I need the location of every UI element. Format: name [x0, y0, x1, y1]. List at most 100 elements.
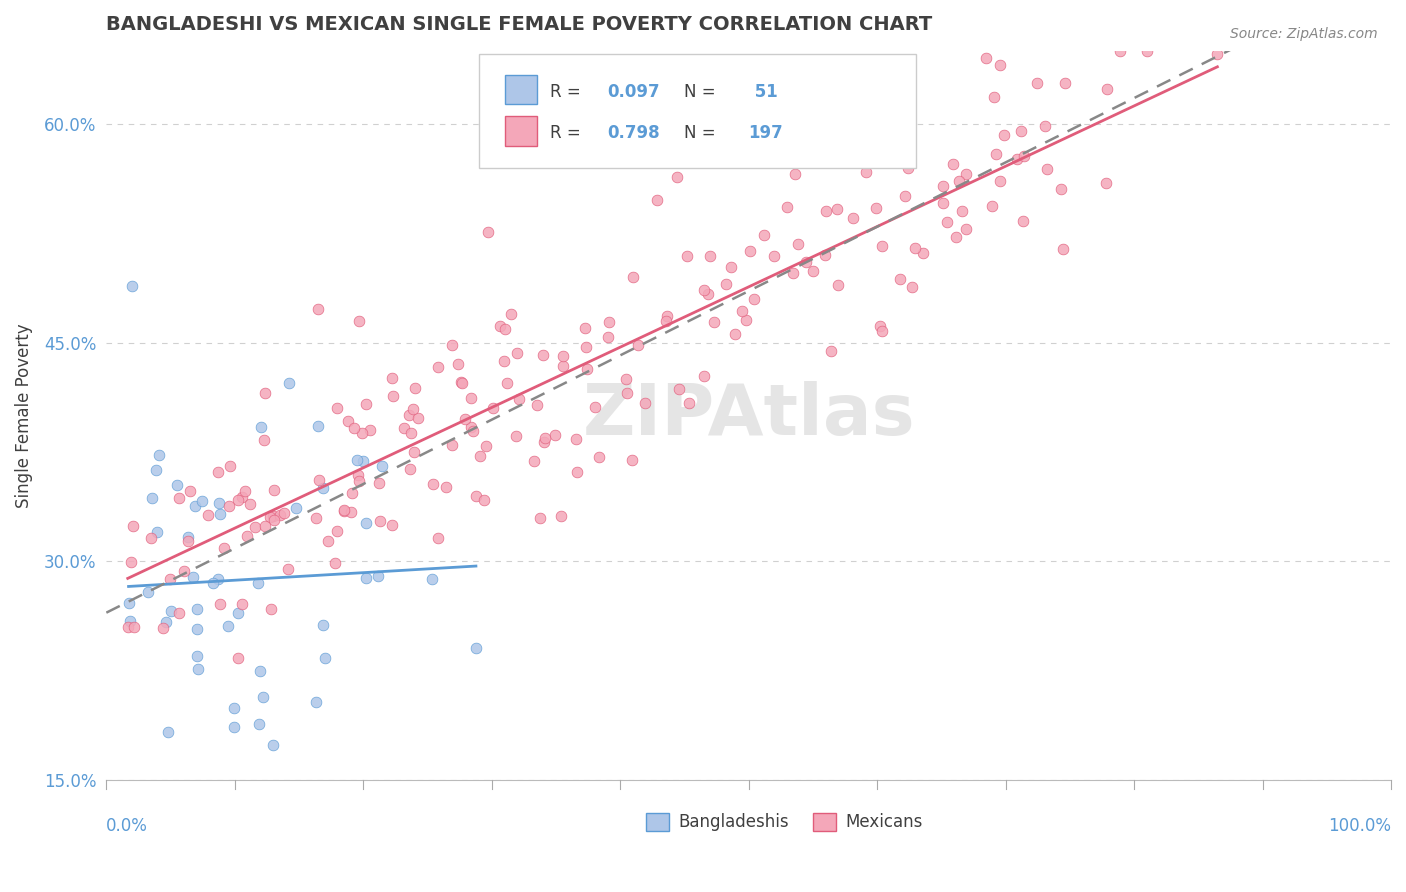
Point [942, 157, 965, 171]
Point [353, 453, 375, 467]
Point [932, 195, 955, 210]
Point [347, 314, 370, 328]
Point [222, 720, 245, 734]
Point [122, 620, 145, 634]
Point [983, 90, 1005, 104]
Point [381, 371, 404, 385]
Point [494, 322, 516, 336]
Point [575, 361, 598, 376]
Point [231, 490, 253, 504]
Point [207, 572, 229, 586]
Point [402, 401, 425, 416]
Point [399, 425, 422, 440]
Text: 0.097: 0.097 [607, 83, 659, 102]
Point [814, 248, 837, 262]
Point [121, 278, 143, 293]
Point [550, 509, 572, 524]
Point [720, 260, 742, 274]
Point [645, 193, 668, 207]
Point [239, 498, 262, 512]
Point [209, 508, 232, 522]
Point [993, 128, 1015, 142]
FancyBboxPatch shape [505, 117, 537, 145]
Point [501, 307, 523, 321]
Point [246, 576, 269, 591]
Point [354, 571, 377, 585]
Point [1035, 161, 1057, 176]
Point [350, 426, 373, 441]
Point [1007, 153, 1029, 167]
Point [488, 319, 510, 334]
Point [1033, 119, 1056, 133]
Point [235, 529, 257, 543]
Point [932, 179, 955, 194]
Point [404, 445, 426, 459]
Point [782, 266, 804, 280]
Point [794, 255, 817, 269]
Point [952, 203, 974, 218]
Point [506, 346, 529, 360]
Point [368, 475, 391, 490]
Point [744, 293, 766, 307]
Text: N =: N = [685, 83, 721, 102]
Point [179, 483, 201, 498]
Point [243, 520, 266, 534]
Point [1026, 76, 1049, 90]
Point [205, 789, 228, 804]
Point [865, 201, 887, 215]
Point [621, 453, 644, 467]
Point [716, 277, 738, 291]
Point [1097, 82, 1119, 96]
Point [222, 701, 245, 715]
Point [533, 435, 555, 450]
Point [398, 408, 420, 422]
Point [247, 716, 270, 731]
Point [249, 664, 271, 678]
Point [696, 286, 718, 301]
Point [263, 483, 285, 498]
Point [945, 230, 967, 244]
Point [249, 420, 271, 434]
Point [394, 420, 416, 434]
Point [426, 359, 449, 374]
Point [482, 401, 505, 415]
Point [218, 499, 240, 513]
Text: 197: 197 [748, 124, 783, 142]
Point [460, 420, 482, 434]
Point [900, 280, 922, 294]
Point [120, 555, 142, 569]
Point [731, 303, 754, 318]
Point [262, 508, 284, 523]
Point [314, 651, 336, 665]
Point [564, 432, 586, 446]
Point [820, 344, 842, 359]
Point [565, 465, 588, 479]
Point [278, 376, 301, 390]
Point [177, 530, 200, 544]
Point [763, 249, 786, 263]
Point [183, 499, 205, 513]
Point [181, 570, 204, 584]
Point [177, 534, 200, 549]
Point [149, 786, 172, 800]
Point [575, 340, 598, 354]
Point [186, 648, 208, 663]
Text: R =: R = [550, 83, 585, 102]
Point [472, 493, 495, 508]
Point [526, 398, 548, 412]
Point [186, 622, 208, 636]
Point [187, 663, 209, 677]
Point [253, 433, 276, 447]
Text: ZIPAtlas: ZIPAtlas [582, 381, 915, 450]
Point [316, 533, 339, 548]
Point [252, 690, 274, 705]
Point [308, 473, 330, 487]
Point [470, 450, 492, 464]
Point [254, 519, 277, 533]
Point [336, 414, 359, 428]
Point [354, 397, 377, 411]
Point [948, 174, 970, 188]
Point [598, 315, 620, 329]
Point [1052, 242, 1074, 256]
Point [523, 454, 546, 468]
